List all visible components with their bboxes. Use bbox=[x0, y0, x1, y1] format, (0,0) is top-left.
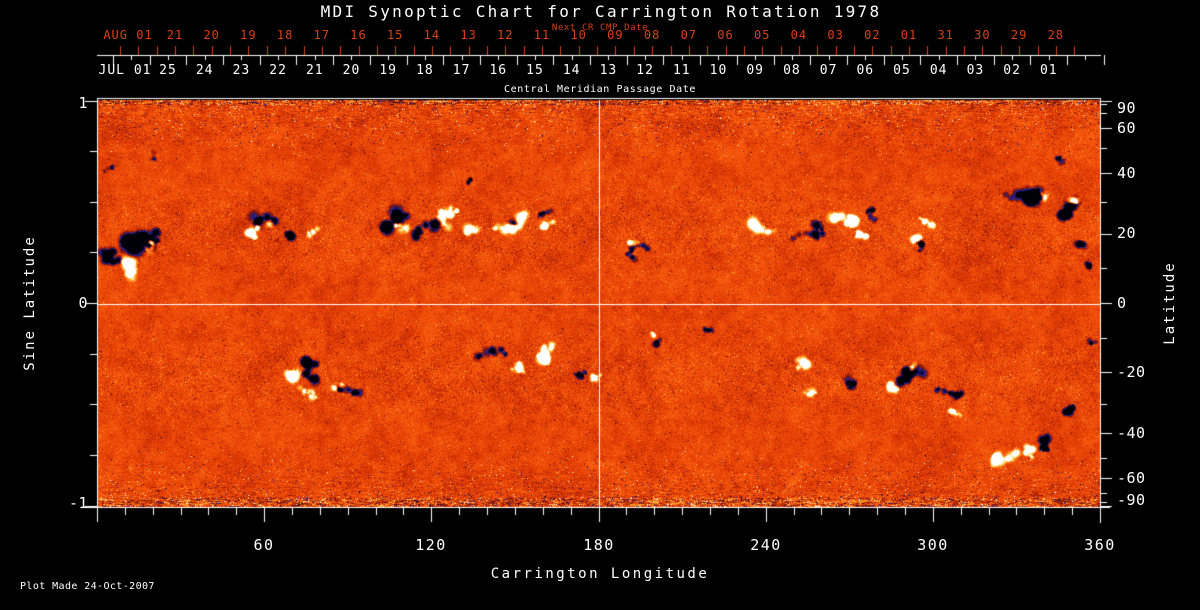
cmp-day-label: 03 bbox=[966, 63, 985, 78]
longitude-tick-label: 360 bbox=[1084, 536, 1116, 554]
next-cr-day-label: 08 bbox=[643, 28, 661, 42]
latitude-tick-label: -40 bbox=[1117, 424, 1146, 442]
latitude-tick-label: -20 bbox=[1117, 363, 1146, 381]
cmp-day-label: 15 bbox=[526, 63, 544, 78]
next-cr-day-label: 11 bbox=[533, 28, 551, 42]
latitude-tick-label: 40 bbox=[1117, 164, 1137, 182]
cmp-day-label: 11 bbox=[672, 63, 691, 78]
plot-made-label: Plot Made 24-Oct-2007 bbox=[20, 581, 155, 592]
next-cr-month-label: AUG 01 bbox=[103, 28, 153, 42]
cmp-day-label: 21 bbox=[305, 63, 324, 78]
cmp-day-label: 17 bbox=[452, 63, 471, 78]
next-cr-day-label: 17 bbox=[313, 28, 331, 42]
next-cr-day-label: 14 bbox=[423, 28, 441, 42]
cmp-day-label: 12 bbox=[636, 63, 654, 78]
next-cr-day-label: 18 bbox=[276, 28, 294, 42]
carrington-longitude-axis-title: Carrington Longitude bbox=[490, 566, 710, 582]
next-cr-cmp-date-axis-title: Next CR CMP Date bbox=[551, 23, 649, 33]
cmp-day-label: 07 bbox=[819, 63, 838, 78]
cmp-day-label: 20 bbox=[342, 63, 361, 78]
cmp-day-label: 14 bbox=[562, 63, 581, 78]
next-cr-day-label: 07 bbox=[680, 28, 698, 42]
cmp-day-label: 23 bbox=[232, 63, 251, 78]
next-cr-day-label: 05 bbox=[753, 28, 771, 42]
cmp-axis-title: Central Meridian Passage Date bbox=[504, 84, 696, 95]
sine-latitude-axis-title: Sine Latitude bbox=[22, 235, 38, 371]
next-cr-day-label: 29 bbox=[1010, 28, 1028, 42]
next-cr-day-label: 06 bbox=[717, 28, 734, 42]
cmp-day-label: 04 bbox=[929, 63, 948, 78]
next-cr-day-label: 10 bbox=[570, 28, 587, 42]
next-cr-day-label: 16 bbox=[350, 28, 367, 42]
latitude-tick-label: 0 bbox=[1117, 294, 1127, 312]
next-cr-day-label: 20 bbox=[203, 28, 220, 42]
next-cr-day-label: 13 bbox=[460, 28, 477, 42]
cmp-day-label: 22 bbox=[269, 63, 287, 78]
next-cr-day-label: 28 bbox=[1047, 28, 1065, 42]
cmp-day-label: 10 bbox=[709, 63, 728, 78]
next-cr-day-label: 01 bbox=[900, 28, 918, 42]
cmp-day-label: 06 bbox=[856, 63, 875, 78]
cmp-day-label: 09 bbox=[746, 63, 765, 78]
latitude-tick-label: 60 bbox=[1117, 119, 1137, 137]
longitude-tick-label: 240 bbox=[750, 536, 782, 554]
latitude-tick-label: -90 bbox=[1117, 491, 1146, 509]
next-cr-day-label: 30 bbox=[974, 28, 991, 42]
latitude-tick-label: -60 bbox=[1117, 469, 1146, 487]
cmp-day-label: 16 bbox=[489, 63, 508, 78]
next-cr-day-label: 19 bbox=[240, 28, 257, 42]
next-cr-day-label: 21 bbox=[166, 28, 184, 42]
latitude-axis-title: Latitude bbox=[1162, 261, 1178, 345]
next-cr-day-label: 02 bbox=[864, 28, 881, 42]
latitude-tick-label: 90 bbox=[1117, 99, 1137, 117]
longitude-tick-label: 300 bbox=[917, 536, 949, 554]
cmp-day-label: 01 bbox=[1039, 63, 1058, 78]
next-cr-day-label: 15 bbox=[386, 28, 404, 42]
next-cr-day-label: 31 bbox=[937, 28, 954, 42]
cmp-day-label: 18 bbox=[416, 63, 434, 78]
sine-latitude-tick-label: 0 bbox=[78, 294, 88, 312]
longitude-tick-label: 120 bbox=[415, 536, 447, 554]
sine-latitude-tick-label: 1 bbox=[78, 94, 88, 112]
cmp-day-label: 25 bbox=[159, 63, 177, 78]
sine-latitude-tick-label: -1 bbox=[68, 494, 88, 512]
cmp-month-label: JUL 01 bbox=[98, 63, 152, 78]
page-title: MDI Synoptic Chart for Carrington Rotati… bbox=[320, 2, 882, 21]
cmp-day-label: 13 bbox=[599, 63, 618, 78]
cmp-day-label: 08 bbox=[783, 63, 801, 78]
next-cr-day-label: 09 bbox=[607, 28, 624, 42]
latitude-tick-label: 20 bbox=[1117, 224, 1137, 242]
longitude-tick-label: 60 bbox=[253, 536, 275, 554]
cmp-day-label: 24 bbox=[195, 63, 214, 78]
cmp-day-label: 05 bbox=[893, 63, 911, 78]
next-cr-day-label: 12 bbox=[497, 28, 514, 42]
next-cr-day-label: 04 bbox=[790, 28, 808, 42]
next-cr-day-label: 03 bbox=[827, 28, 844, 42]
cmp-day-label: 19 bbox=[379, 63, 398, 78]
longitude-tick-label: 180 bbox=[583, 536, 615, 554]
cmp-day-label: 02 bbox=[1003, 63, 1021, 78]
